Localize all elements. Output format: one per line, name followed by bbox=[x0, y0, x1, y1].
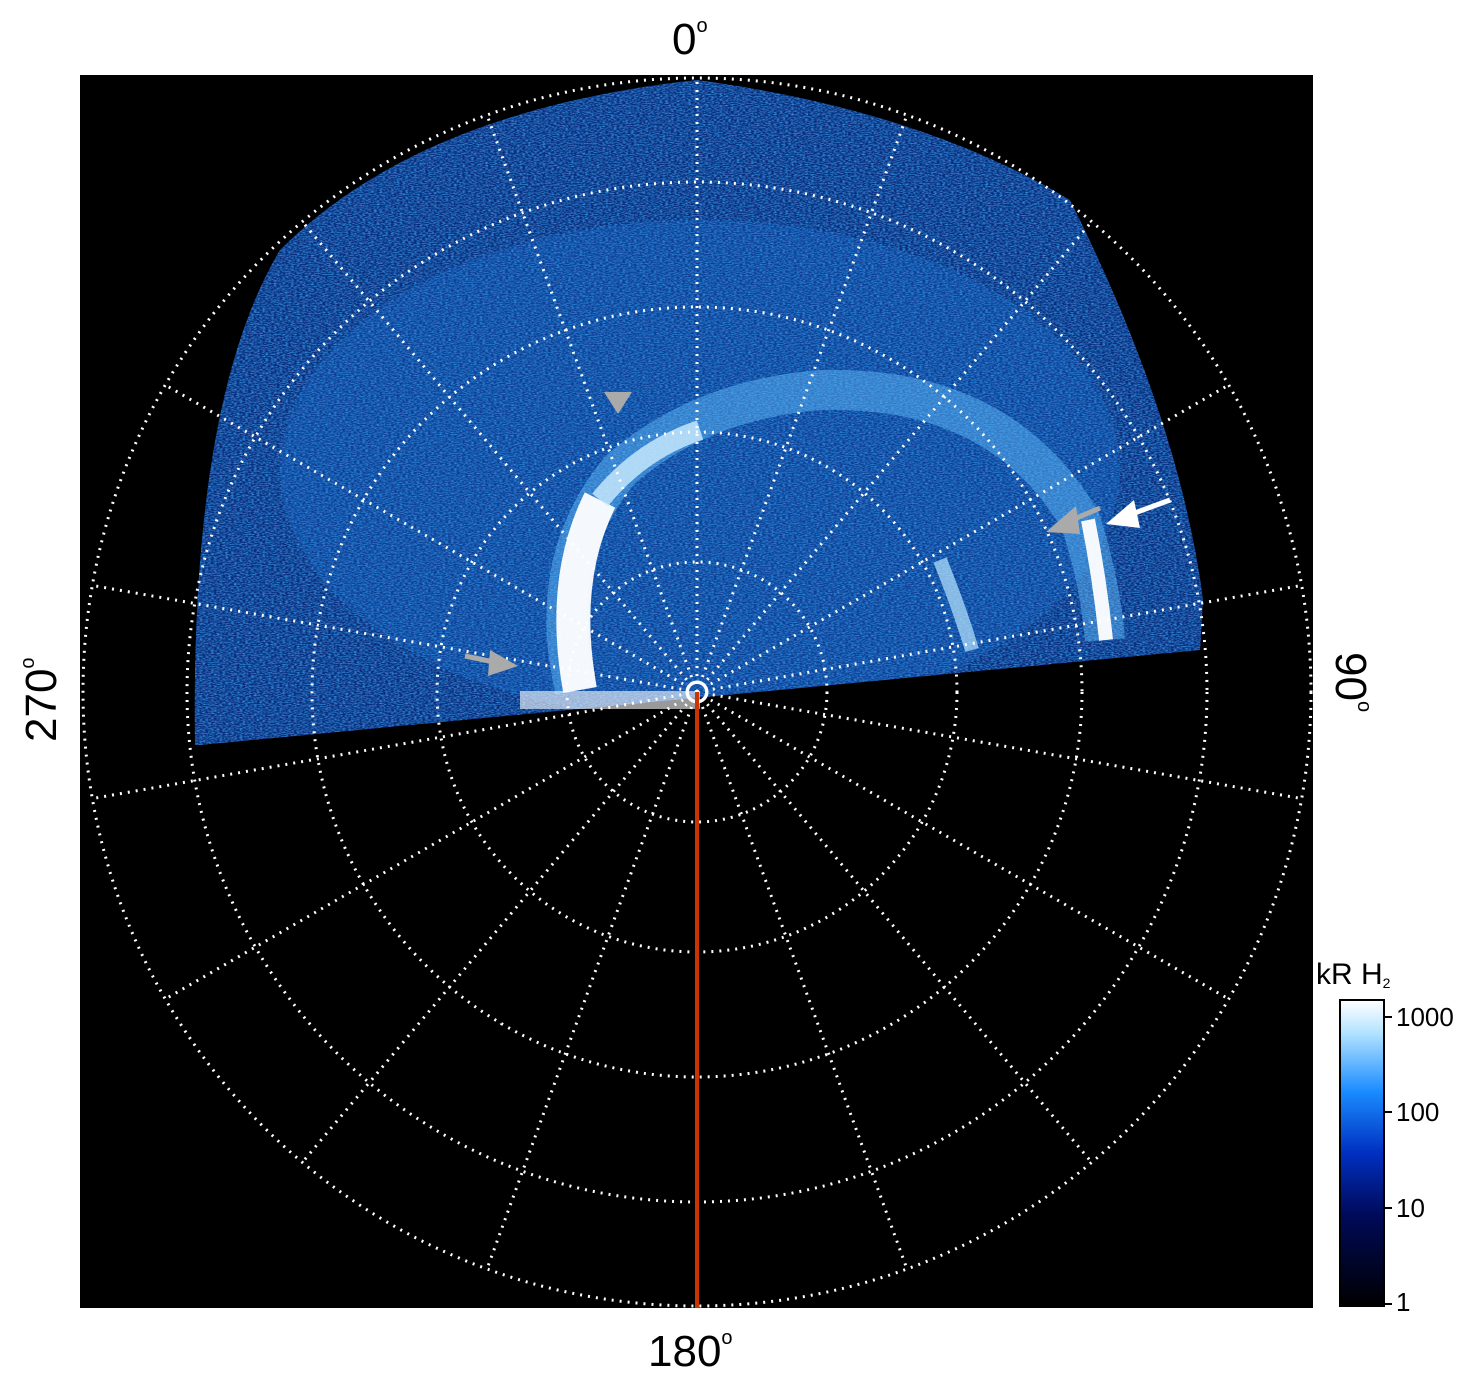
colorbar-tick-10: 10 bbox=[1396, 1193, 1425, 1223]
colorbar bbox=[1339, 999, 1385, 1307]
axis-label-left: 270o bbox=[17, 657, 66, 742]
axis-label-top: 0o bbox=[672, 15, 708, 64]
auroral-oval bbox=[520, 369, 1125, 709]
arrow-white-right bbox=[1106, 497, 1171, 528]
colorbar-tick-1: 1 bbox=[1396, 1287, 1411, 1317]
arrow-gray-right bbox=[1046, 505, 1101, 534]
arrow-gray-left bbox=[464, 650, 518, 676]
colorbar-tick-100: 100 bbox=[1396, 1097, 1440, 1127]
axis-label-bottom: 180o bbox=[648, 1327, 733, 1376]
axis-label-right: 90o bbox=[1326, 652, 1375, 713]
colorbar-tick-1000: 1000 bbox=[1396, 1002, 1454, 1032]
colorbar-title: kR H2 bbox=[1316, 958, 1391, 991]
emission-field bbox=[194, 80, 1204, 745]
arrow-gray-top bbox=[604, 392, 632, 414]
colorbar-ticks bbox=[1384, 1016, 1392, 1305]
